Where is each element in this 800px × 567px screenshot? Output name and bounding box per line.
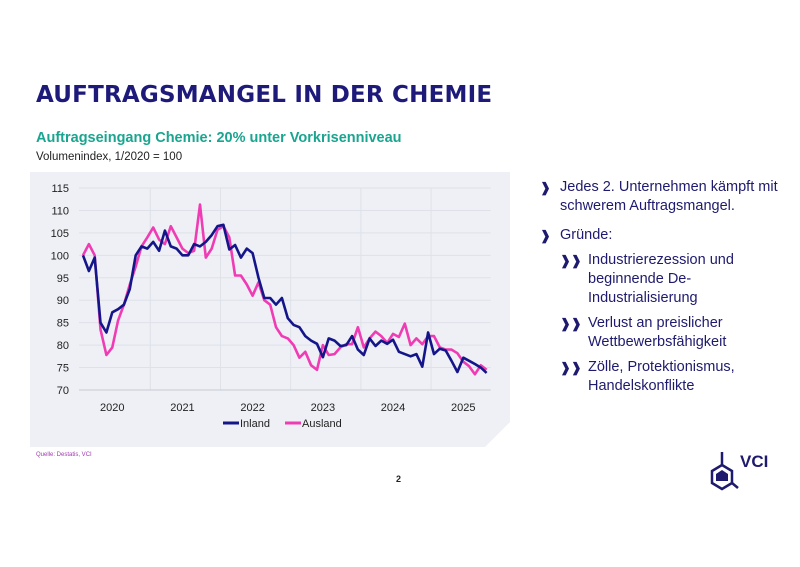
- y-tick-label: 75: [57, 363, 69, 375]
- y-tick-label: 70: [57, 385, 69, 397]
- source-note: Quelle: Destatis, VCI: [36, 452, 92, 458]
- series-line-ausland: [81, 203, 488, 376]
- double-chevron-right-icon: ❱❱: [560, 316, 582, 331]
- y-tick-label: 80: [57, 340, 69, 352]
- page-title: AUFTRAGSMANGEL IN DER CHEMIE: [36, 82, 493, 108]
- y-tick-label: 115: [51, 183, 69, 195]
- bullet-text: Jedes 2. Unternehmen kämpft mit schwerem…: [560, 179, 778, 214]
- x-tick-label: 2023: [311, 402, 335, 414]
- double-chevron-right-icon: ❱❱: [560, 360, 582, 375]
- page-number: 2: [396, 474, 402, 484]
- sub-bullet-item: ❱❱ Zölle, Protektionismus, Handelskonfli…: [540, 358, 790, 396]
- x-tick-label: 2020: [100, 402, 124, 414]
- x-tick-label: 2025: [451, 402, 475, 414]
- y-tick-label: 110: [51, 205, 69, 217]
- double-chevron-right-icon: ❱❱: [560, 253, 582, 268]
- y-tick-label: 105: [51, 228, 69, 240]
- legend-label: Ausland: [302, 418, 342, 430]
- sub-bullet-item: ❱❱ Verlust an preislicher Wettbewerbsfäh…: [540, 314, 790, 352]
- vci-logo: VCI: [705, 450, 790, 500]
- bullet-text: Gründe:: [560, 227, 613, 243]
- sub-bullet-text: Zölle, Protektionismus, Handelskonflikte: [588, 359, 735, 394]
- y-tick-label: 100: [51, 250, 69, 262]
- y-tick-label: 85: [57, 318, 69, 330]
- chevron-right-icon: ❱: [540, 228, 551, 243]
- chevron-right-icon: ❱: [540, 180, 551, 195]
- series-line-inland: [81, 223, 488, 374]
- logo-text: VCI: [740, 452, 769, 471]
- bullet-list: ❱ Jedes 2. Unternehmen kämpft mit schwer…: [540, 178, 790, 402]
- sub-bullet-text: Verlust an preislicher Wettbewerbsfähigk…: [588, 315, 727, 350]
- sub-bullet-item: ❱❱ Industrierezession und beginnende De-…: [540, 251, 790, 308]
- line-chart: 70 75 80 85 90 95 100 105 110 115 2020 2021 2022 2023…: [30, 172, 510, 447]
- chart-area: 70 75 80 85 90 95 100 105 110 115 2020 2021 2022 2023…: [30, 172, 510, 447]
- y-tick-label: 90: [57, 295, 69, 307]
- chart-title: Auftragseingang Chemie: 20% unter Vorkri…: [36, 130, 402, 146]
- legend-label: Inland: [240, 418, 270, 430]
- sub-bullet-text: Industrierezession und beginnende De-Ind…: [588, 252, 734, 306]
- chart-unit-note: Volumenindex, 1/2020 = 100: [36, 151, 183, 163]
- bullet-item: ❱ Jedes 2. Unternehmen kämpft mit schwer…: [540, 178, 790, 216]
- benzene-logo-icon: [710, 452, 739, 491]
- bullet-item: ❱ Gründe:: [540, 226, 790, 245]
- x-tick-label: 2024: [381, 402, 405, 414]
- x-tick-label: 2022: [240, 402, 264, 414]
- y-tick-label: 95: [57, 273, 69, 285]
- x-tick-label: 2021: [170, 402, 194, 414]
